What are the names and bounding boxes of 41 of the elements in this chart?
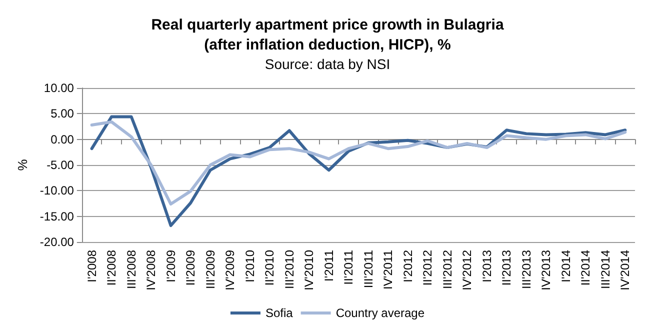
x-tick-label: I'2014 <box>558 250 573 282</box>
x-tick-label: IV'2012 <box>460 250 474 290</box>
legend-label: Sofia <box>265 306 294 320</box>
x-tick-label: III'2013 <box>519 250 534 289</box>
chart-subtitle: Source: data by NSI <box>264 56 390 72</box>
x-tick-label: II'2009 <box>184 250 198 286</box>
y-tick-label: -20.00 <box>40 235 74 249</box>
x-tick-label: II'2013 <box>500 250 514 286</box>
x-tick-label: II'2011 <box>342 250 356 285</box>
x-tick-label: III'2014 <box>598 250 612 289</box>
x-tick-label: III'2010 <box>282 250 296 289</box>
y-tick-label: 10.00 <box>44 81 74 95</box>
chart-title: Real quarterly apartment price growth in Bulagria (after inflation deduction, HICP), % <box>151 16 504 54</box>
line-series <box>90 120 627 206</box>
x-tick-label: III'2012 <box>440 250 454 289</box>
x-tick-label: IV'2009 <box>223 250 238 290</box>
y-tick-label: -10.00 <box>40 184 74 198</box>
x-tick-label: I'2009 <box>164 250 178 282</box>
x-tick-label: IV'2008 <box>144 250 158 290</box>
x-tick-label: III'2008 <box>124 250 138 289</box>
x-tick-label: III'2011 <box>361 250 376 288</box>
x-tick-label: III'2009 <box>203 250 218 289</box>
x-tick-label: IV'2011 <box>381 250 396 290</box>
x-tick-label: II'2008 <box>104 250 119 286</box>
legend-label: Country average <box>336 306 425 320</box>
x-tick-label: II'2014 <box>578 250 593 286</box>
x-tick-label: I'2012 <box>400 250 415 282</box>
x-tick-label: II'2010 <box>262 250 277 286</box>
y-tick-label: -5.00 <box>46 158 74 172</box>
x-tick-label: I'2010 <box>242 250 257 282</box>
x-tick-label: IV'2010 <box>302 250 316 290</box>
y-axis-title: % <box>15 158 30 171</box>
x-tick-label: I'2008 <box>84 250 99 282</box>
x-tick-label: I'2011 <box>322 250 336 282</box>
y-tick-label: 0.00 <box>50 132 74 146</box>
x-tick-label: I'2013 <box>480 250 494 282</box>
x-tick-label: IV'2013 <box>539 250 554 290</box>
x-tick-label: IV'2014 <box>618 250 632 290</box>
x-tick-label: II'2012 <box>420 250 435 286</box>
y-tick-label: -15.00 <box>40 209 74 224</box>
y-tick-label: 5.00 <box>50 106 74 121</box>
